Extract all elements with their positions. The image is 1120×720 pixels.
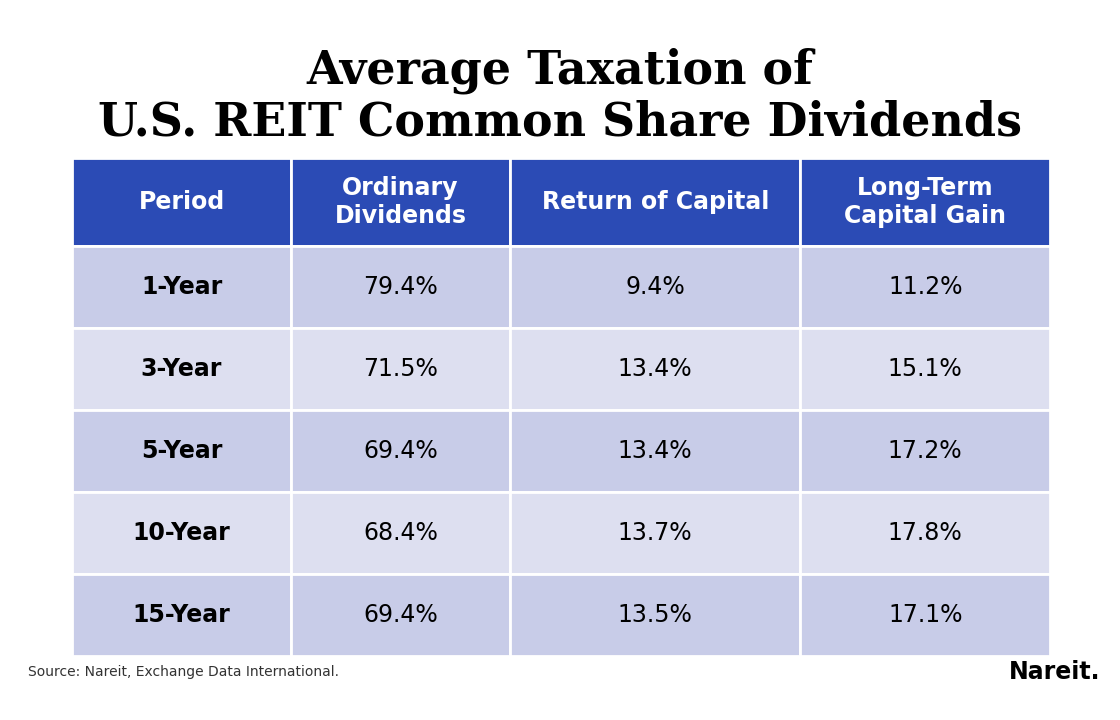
Text: 3-Year: 3-Year [141, 357, 222, 381]
Text: 13.5%: 13.5% [618, 603, 692, 627]
Text: U.S. REIT Common Share Dividends: U.S. REIT Common Share Dividends [99, 100, 1021, 146]
Text: 13.7%: 13.7% [618, 521, 692, 545]
Text: 5-Year: 5-Year [141, 439, 222, 463]
Text: 15.1%: 15.1% [888, 357, 962, 381]
Text: 79.4%: 79.4% [363, 275, 438, 299]
Text: 1-Year: 1-Year [141, 275, 222, 299]
Text: 10-Year: 10-Year [132, 521, 231, 545]
Text: Long-Term
Capital Gain: Long-Term Capital Gain [844, 176, 1006, 228]
Text: Period: Period [139, 190, 225, 214]
Text: 17.8%: 17.8% [888, 521, 962, 545]
Text: 17.1%: 17.1% [888, 603, 962, 627]
Text: 69.4%: 69.4% [363, 603, 438, 627]
Text: 11.2%: 11.2% [888, 275, 962, 299]
Text: 13.4%: 13.4% [618, 439, 692, 463]
Text: 17.2%: 17.2% [888, 439, 962, 463]
Text: Return of Capital: Return of Capital [542, 190, 769, 214]
Text: 68.4%: 68.4% [363, 521, 438, 545]
Text: Nareit.: Nareit. [1008, 660, 1100, 684]
Text: Ordinary
Dividends: Ordinary Dividends [335, 176, 467, 228]
Text: Source: Nareit, Exchange Data International.: Source: Nareit, Exchange Data Internatio… [28, 665, 339, 679]
Text: 69.4%: 69.4% [363, 439, 438, 463]
Text: 71.5%: 71.5% [363, 357, 438, 381]
Text: 9.4%: 9.4% [625, 275, 685, 299]
Text: 15-Year: 15-Year [132, 603, 231, 627]
Text: Average Taxation of: Average Taxation of [307, 48, 813, 94]
Text: 13.4%: 13.4% [618, 357, 692, 381]
